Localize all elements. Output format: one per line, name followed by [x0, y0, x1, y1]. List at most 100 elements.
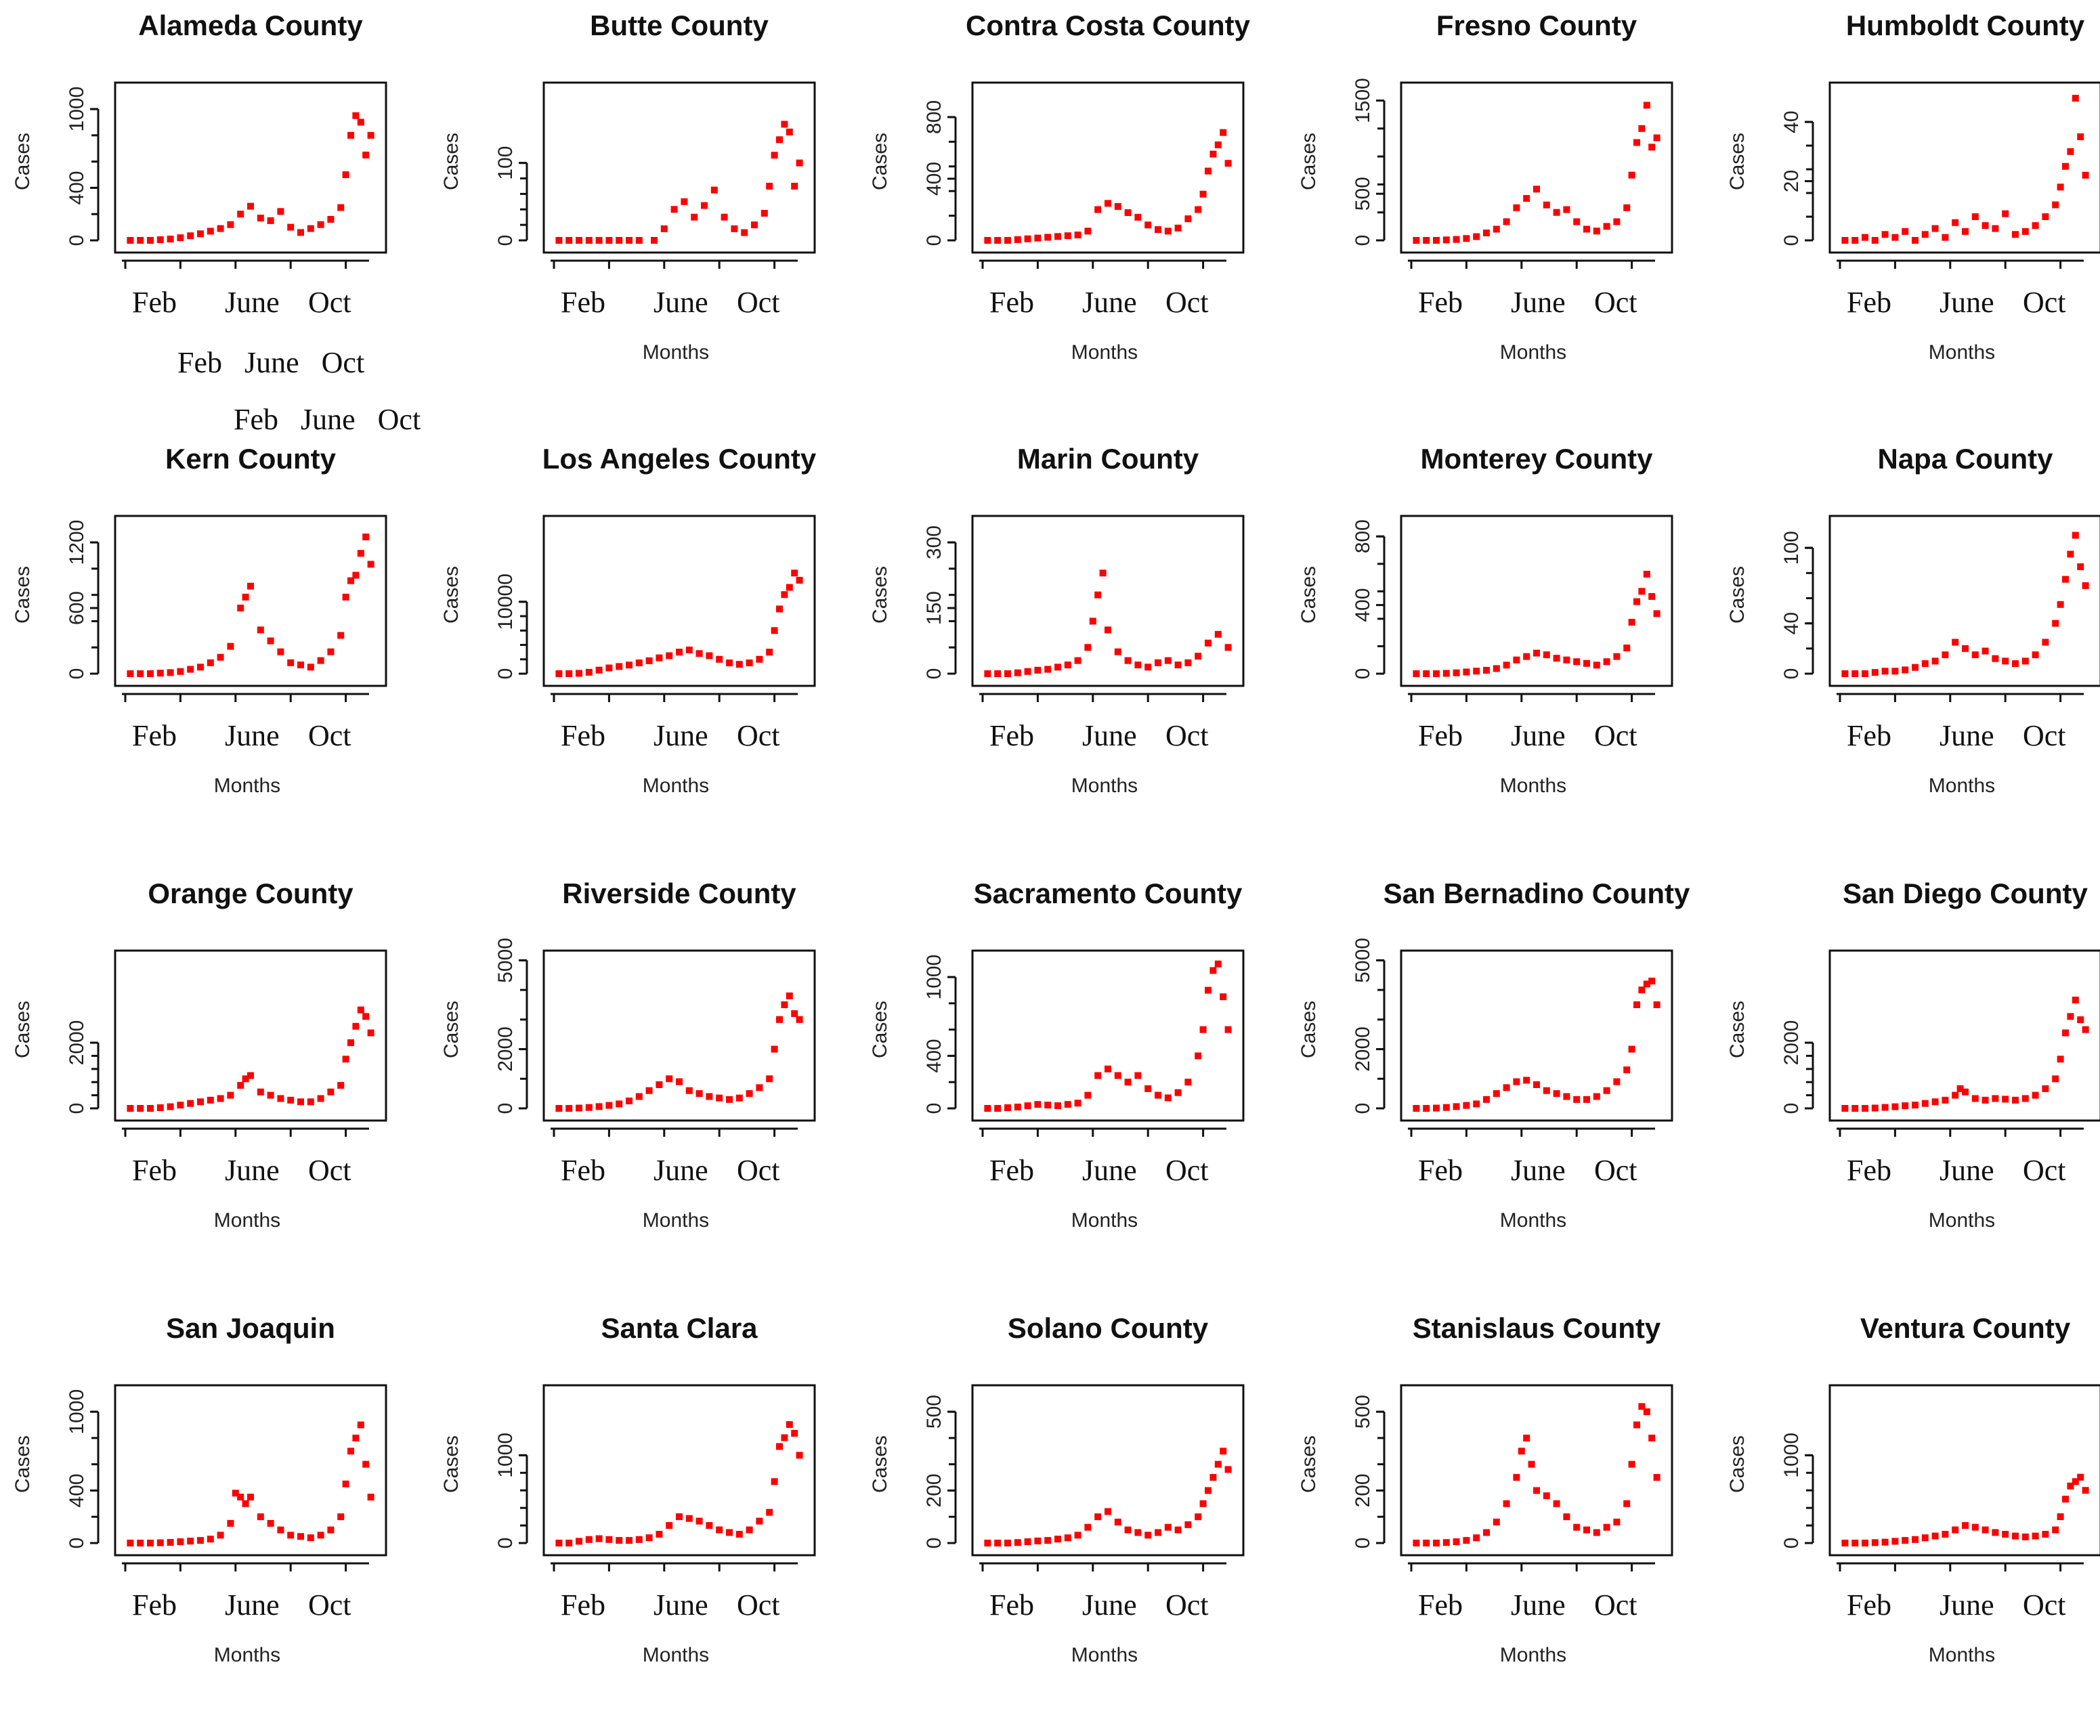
- data-point: [337, 632, 345, 639]
- data-point: [2042, 1085, 2049, 1092]
- data-point: [237, 211, 244, 218]
- data-point: [1174, 224, 1182, 232]
- data-point: [1105, 200, 1111, 207]
- y-axis-label: Cases: [12, 1001, 34, 1058]
- data-point: [317, 1532, 324, 1539]
- data-point: [342, 1480, 349, 1488]
- data-point: [756, 1084, 763, 1091]
- y-tick-label: 500: [1352, 177, 1374, 211]
- data-point: [1523, 195, 1530, 202]
- x-tick-label: June: [225, 1588, 280, 1622]
- x-tick-label: Oct: [737, 719, 780, 752]
- data-point: [1423, 1540, 1430, 1546]
- data-point: [1209, 1474, 1217, 1481]
- x-tick-label: June: [653, 719, 708, 752]
- data-point: [1563, 656, 1570, 664]
- data-point: [1881, 668, 1889, 675]
- data-point: [1084, 1523, 1092, 1531]
- data-point: [357, 118, 364, 126]
- data-point: [1473, 1534, 1480, 1542]
- data-point: [1220, 993, 1227, 1001]
- y-tick-label: 300: [923, 525, 945, 559]
- data-point: [267, 1091, 274, 1099]
- chart-title: San Diego County: [1843, 877, 2088, 909]
- data-point: [1134, 661, 1142, 669]
- data-point: [247, 582, 254, 590]
- x-tick-label: Feb: [1418, 1154, 1463, 1187]
- data-point: [2082, 582, 2089, 589]
- data-point: [576, 237, 582, 244]
- y-tick-label: 800: [1352, 519, 1374, 553]
- x-axis-label: Months: [643, 341, 709, 364]
- y-axis-label: Cases: [440, 133, 463, 190]
- data-point: [626, 237, 633, 244]
- data-point: [207, 227, 214, 235]
- x-tick-label: Oct: [308, 286, 351, 319]
- x-tick-label: Feb: [132, 1588, 177, 1622]
- data-point: [2067, 1482, 2074, 1490]
- data-point: [746, 1526, 753, 1534]
- data-point: [2062, 576, 2069, 583]
- x-axis-label: Months: [1071, 341, 1138, 364]
- data-point: [555, 670, 563, 677]
- data-point: [766, 1075, 773, 1083]
- data-point: [137, 670, 144, 677]
- data-point: [297, 1098, 304, 1106]
- data-point: [1971, 213, 1979, 221]
- y-tick-label: 0: [1780, 1103, 1803, 1114]
- data-point: [616, 1100, 623, 1108]
- data-point: [227, 1091, 234, 1099]
- x-tick-label: Feb: [989, 1154, 1034, 1187]
- data-point: [2042, 638, 2049, 646]
- y-tick-label: 0: [494, 668, 517, 680]
- data-point: [1094, 1072, 1102, 1079]
- data-point: [666, 652, 673, 659]
- data-point: [595, 666, 603, 674]
- data-point: [710, 186, 718, 194]
- data-point: [1503, 1500, 1510, 1507]
- data-point: [2032, 222, 2039, 230]
- data-point: [1851, 1540, 1859, 1546]
- data-point: [1603, 223, 1610, 230]
- y-tick-label: 500: [923, 1395, 945, 1429]
- data-point: [1573, 218, 1581, 225]
- data-point: [1902, 666, 1909, 674]
- plot-frame: [1828, 515, 2100, 687]
- data-point: [1841, 670, 1849, 677]
- chart-title: Kern County: [165, 443, 337, 475]
- plot-frame: [114, 949, 387, 1122]
- county-chart: Napa County 0 40 100 Cases Feb June Oct Months: [1718, 433, 2100, 867]
- chart-title: San Bernadino County: [1384, 877, 1690, 909]
- data-point: [1054, 664, 1061, 671]
- data-point: [187, 1538, 194, 1545]
- data-point: [1871, 1104, 1879, 1112]
- data-point: [695, 650, 703, 657]
- data-point: [626, 1537, 633, 1544]
- chart-svg: Orange County 0 2000 Cases Feb June Oct Months: [12, 877, 387, 1232]
- x-tick-label: June: [653, 1154, 708, 1187]
- x-axis-label: Months: [643, 1644, 709, 1666]
- x-axis-label: Months: [1071, 1644, 1138, 1666]
- data-point: [207, 1096, 214, 1104]
- y-tick-label: 100: [494, 146, 517, 180]
- data-point: [1214, 630, 1222, 638]
- data-point: [1199, 190, 1207, 198]
- data-point: [1942, 1531, 1949, 1538]
- data-point: [1483, 1529, 1490, 1536]
- y-tick-label: 0: [66, 668, 88, 680]
- data-point: [1931, 1532, 1939, 1540]
- data-point: [1643, 102, 1650, 109]
- data-point: [1483, 1095, 1490, 1103]
- data-point: [167, 1103, 174, 1110]
- data-point: [327, 648, 335, 655]
- data-point: [327, 1088, 335, 1095]
- data-point: [635, 1093, 643, 1100]
- data-point: [786, 1420, 793, 1428]
- y-axis-label: Cases: [12, 566, 34, 624]
- data-point: [726, 659, 733, 667]
- x-tick-label: Feb: [1847, 286, 1891, 319]
- data-point: [1553, 655, 1560, 662]
- data-point: [1483, 666, 1490, 674]
- data-point: [2067, 148, 2074, 155]
- x-axis-label: Months: [214, 1209, 280, 1232]
